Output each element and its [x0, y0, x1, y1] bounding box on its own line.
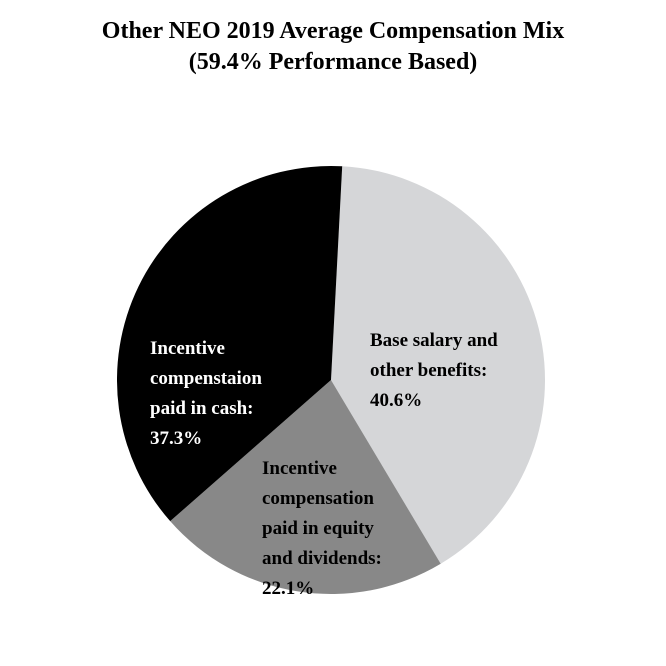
- pie-slice-label-line: paid in cash:: [150, 398, 253, 419]
- pie-slice-label-line: 37.3%: [150, 428, 202, 449]
- pie-slice-label-line: and dividends:: [262, 548, 382, 569]
- pie-slice-label-line: Incentive: [150, 338, 225, 359]
- pie-labels: Base salary and other benefits: 40.6% Incen…: [150, 330, 498, 599]
- pie-slice-label-line: 22.1%: [262, 578, 314, 599]
- pie-slice-label-line: 40.6%: [370, 390, 422, 411]
- pie-slice-label-2: Incentive compenstaion paid in cash: 37.3%: [150, 338, 262, 449]
- pie-slice-label-line: paid in equity: [262, 518, 374, 539]
- pie-slice-label-1: Incentive compensation paid in equity and d…: [262, 458, 382, 599]
- pie-slice-label-0: Base salary and other benefits: 40.6%: [370, 330, 498, 411]
- chart-title: Other NEO 2019 Average Compensation Mix: [101, 18, 565, 44]
- pie-slice-1: [170, 380, 441, 594]
- chart-title-block: Other NEO 2019 Average Compensation Mix …: [0, 16, 666, 78]
- pie-slice-0: [331, 166, 546, 564]
- pie-slice-label-line: compenstaion: [150, 368, 262, 389]
- pie-slice-label-line: Incentive: [262, 458, 337, 479]
- chart-subtitle: (59.4% Performance Based): [188, 49, 478, 75]
- pie-slice-label-line: compensation: [262, 488, 374, 509]
- pie-slice-label-line: other benefits:: [370, 360, 487, 381]
- pie-slices: [117, 165, 546, 594]
- pie-slice-label-line: Base salary and: [370, 330, 498, 351]
- pie-slice-2: [117, 165, 343, 522]
